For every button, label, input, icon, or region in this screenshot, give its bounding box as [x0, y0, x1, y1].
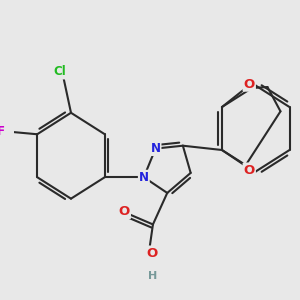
- Text: N: N: [139, 171, 149, 184]
- Text: O: O: [146, 247, 157, 260]
- Text: O: O: [119, 205, 130, 218]
- Text: F: F: [0, 125, 5, 138]
- Text: O: O: [244, 78, 255, 91]
- Text: O: O: [244, 164, 255, 176]
- Text: Cl: Cl: [53, 65, 66, 79]
- Text: H: H: [148, 271, 158, 281]
- Text: N: N: [151, 142, 160, 155]
